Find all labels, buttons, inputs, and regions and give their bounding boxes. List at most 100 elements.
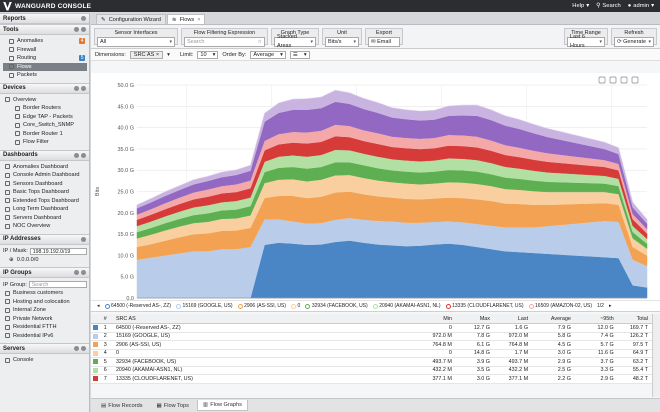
collapse-icon[interactable] [81,27,86,32]
close-icon[interactable]: × [155,51,160,58]
servers-panel-header[interactable]: Servers [0,343,89,354]
dashboard-item[interactable]: Basic Tops Dashboard [3,188,87,197]
pan-icon[interactable] [609,76,617,84]
col-total[interactable]: Total [636,315,648,322]
devices-panel-header[interactable]: Devices [0,82,89,94]
gear-icon[interactable] [74,27,79,32]
devices-overview[interactable]: Overview [3,96,87,105]
legend-next-icon[interactable]: ▸ [608,303,612,309]
graph-type-select[interactable]: Stacked Areas ▾ [274,34,316,49]
dashboards-panel-header[interactable]: Dashboards [0,149,89,161]
dashboard-item[interactable]: Long Term Dashboard [3,205,87,214]
table-row[interactable]: 2 15169 (GOOGLE, US) 972.0 M 7.8 G 972.0 M 5.… [91,333,652,341]
generate-button[interactable]: ⟳ Generate ▾ [614,37,654,47]
collapse-icon[interactable] [81,85,86,91]
gear-icon[interactable] [74,152,79,158]
table-row[interactable]: 1 64500 (-Reserved AS-, ZZ) 0 12.7 G 1.6 G 7.… [91,324,652,333]
ip-group-item[interactable]: Private Network [3,315,87,324]
sidebar-item-anomalies[interactable]: Anomalies 4 [3,37,87,46]
legend-item[interactable]: 0 [291,303,300,309]
legend-item[interactable]: 13335 (CLOUDFLARENET, US) [445,303,524,309]
sidebar-item-packets[interactable]: Packets [3,71,87,80]
dashboard-item[interactable]: Servers Dashboard [3,214,87,223]
ip-tree-root[interactable]: ⊕ 0.0.0.0/0 [3,256,87,265]
legend-item[interactable]: 64500 (-Reserved AS-, ZZ) [104,303,171,309]
unit-select[interactable]: Bits/s ▾ [325,37,359,47]
flow-graph-chart[interactable]: 0.0 5.0 G 10.0 G 15.0 G 20.0 G 25.0 G 30.0 G 35… [91,73,660,311]
col-max[interactable]: Max [479,315,490,322]
dashboard-item[interactable]: NOC Overview [3,222,87,231]
chevron-down-icon[interactable]: ▾ [167,51,170,58]
ip-group-item[interactable]: Business customers [3,289,87,298]
ip-group-item[interactable]: Internal Zone [3,306,87,315]
collapse-icon[interactable] [81,270,86,275]
close-icon[interactable]: × [197,16,201,23]
device-item[interactable]: Flow Filter [9,138,87,147]
time-range-select[interactable]: Last 6 Hours ▾ [567,34,605,49]
table-row[interactable]: 3 2906 (AS-SSI, US) 764.8 M 6.1 G 764.8 M 4.5… [91,341,652,350]
device-item[interactable]: Core_Switch_SNMP [9,121,87,130]
ip-group-search-input[interactable]: Search [28,281,87,288]
dashboard-item[interactable]: Extended Tops Dashboard [3,197,87,206]
device-item[interactable]: Edge TAP - Packets [9,113,87,122]
ip-addresses-panel-header[interactable]: IP Addresses [0,233,89,245]
star-icon[interactable]: ☆ [257,38,262,45]
collapse-icon[interactable] [81,236,86,242]
col-index[interactable]: # [103,315,107,322]
tab-flow-records[interactable]: ▤ Flow Records [95,400,149,411]
ip-groups-panel-header[interactable]: IP Groups [0,267,89,278]
device-item[interactable]: Border Routers [9,104,87,113]
table-row[interactable]: 5 32934 (FACEBOOK, US) 493.7 M 3.9 G 493.7 M… [91,358,652,367]
collapse-icon[interactable] [81,346,86,351]
user-menu[interactable]: ● admin ▾ [628,3,654,9]
tab-flow-tops[interactable]: ▦ Flow Tops [151,400,195,411]
tools-panel-header[interactable]: Tools [0,24,89,35]
col-average[interactable]: Average [550,315,571,322]
table-scrollbar[interactable] [652,314,660,397]
col-min[interactable]: Min [443,315,452,322]
legend-item[interactable]: 1/2 [597,303,604,309]
col-last[interactable]: Last [517,315,529,322]
legend-item[interactable]: 2906 (AS-SSI, US) [237,303,286,309]
sensor-interfaces-select[interactable]: All ▾ [97,37,175,47]
legend-item[interactable]: 16509 (AMAZON-02, US) [528,303,592,309]
reports-panel-header[interactable]: Reports [0,13,89,24]
dashboard-item[interactable]: Sensors Dashboard [3,180,87,189]
device-item[interactable]: Border Router 1 [9,130,87,139]
download-icon[interactable] [631,76,639,84]
view-options-select[interactable]: ☰ ▾ [289,50,310,59]
collapse-icon[interactable] [81,16,86,21]
gear-icon[interactable] [74,346,79,351]
flow-filtering-input[interactable]: Search ☆ [184,37,265,47]
limit-select[interactable]: 10 ▾ [197,50,219,59]
legend-item[interactable]: 15169 (GOOGLE, US) [176,303,233,309]
dashboard-item[interactable]: Console Admin Dashboard [3,171,87,180]
sidebar-item-firewall[interactable]: Firewall [3,46,87,55]
help-menu[interactable]: Help ▾ [572,3,589,9]
table-row[interactable]: 4 0 0 14.8 G 1.7 M 3.0 G 11.6 G 64.9 T [91,350,652,358]
gear-icon[interactable] [74,270,79,275]
sidebar-item-flows[interactable]: Flows [3,62,87,71]
order-select[interactable]: Average ▾ [250,50,286,59]
tab-flow-graphs[interactable]: ▥ Flow Graphs [196,400,248,411]
tab-flows[interactable]: ≋ Flows × [166,14,206,24]
col-95th[interactable]: ~95th [600,315,614,322]
server-item[interactable]: Console [3,356,87,365]
legend-item[interactable]: 32934 (FACEBOOK, US) [305,303,368,309]
ip-group-item[interactable]: Residential FTTH [3,323,87,332]
sidebar-item-routing[interactable]: Routing 5 [3,54,87,63]
dashboard-item[interactable]: Anomalies Dashboard [3,163,87,172]
ip-group-item[interactable]: Residential IPv6 [3,332,87,341]
table-row[interactable]: 7 13335 (CLOUDFLARENET, US) 377.1 M 3.0 G 37… [91,375,652,384]
collapse-icon[interactable] [81,152,86,158]
export-button[interactable]: ✉ Email [368,37,400,47]
col-src-as[interactable]: SRC AS [115,315,136,322]
zoom-icon[interactable] [598,76,606,84]
tab-configuration-wizard[interactable]: ✎ Configuration Wizard [96,14,166,24]
dimension-tag-src-as[interactable]: SRC AS × [129,50,164,59]
table-row[interactable]: 6 20940 (AKAMAI-ASN1, NL) 432.2 M 3.5 G 432.… [91,367,652,375]
gear-icon[interactable] [74,85,79,91]
legend-prev-icon[interactable]: ◂ [97,303,100,309]
ip-mask-input[interactable]: 198.19.192.0/19 [29,247,87,255]
legend-item[interactable]: 20940 (AKAMAI-ASN1, NL) [372,303,441,309]
